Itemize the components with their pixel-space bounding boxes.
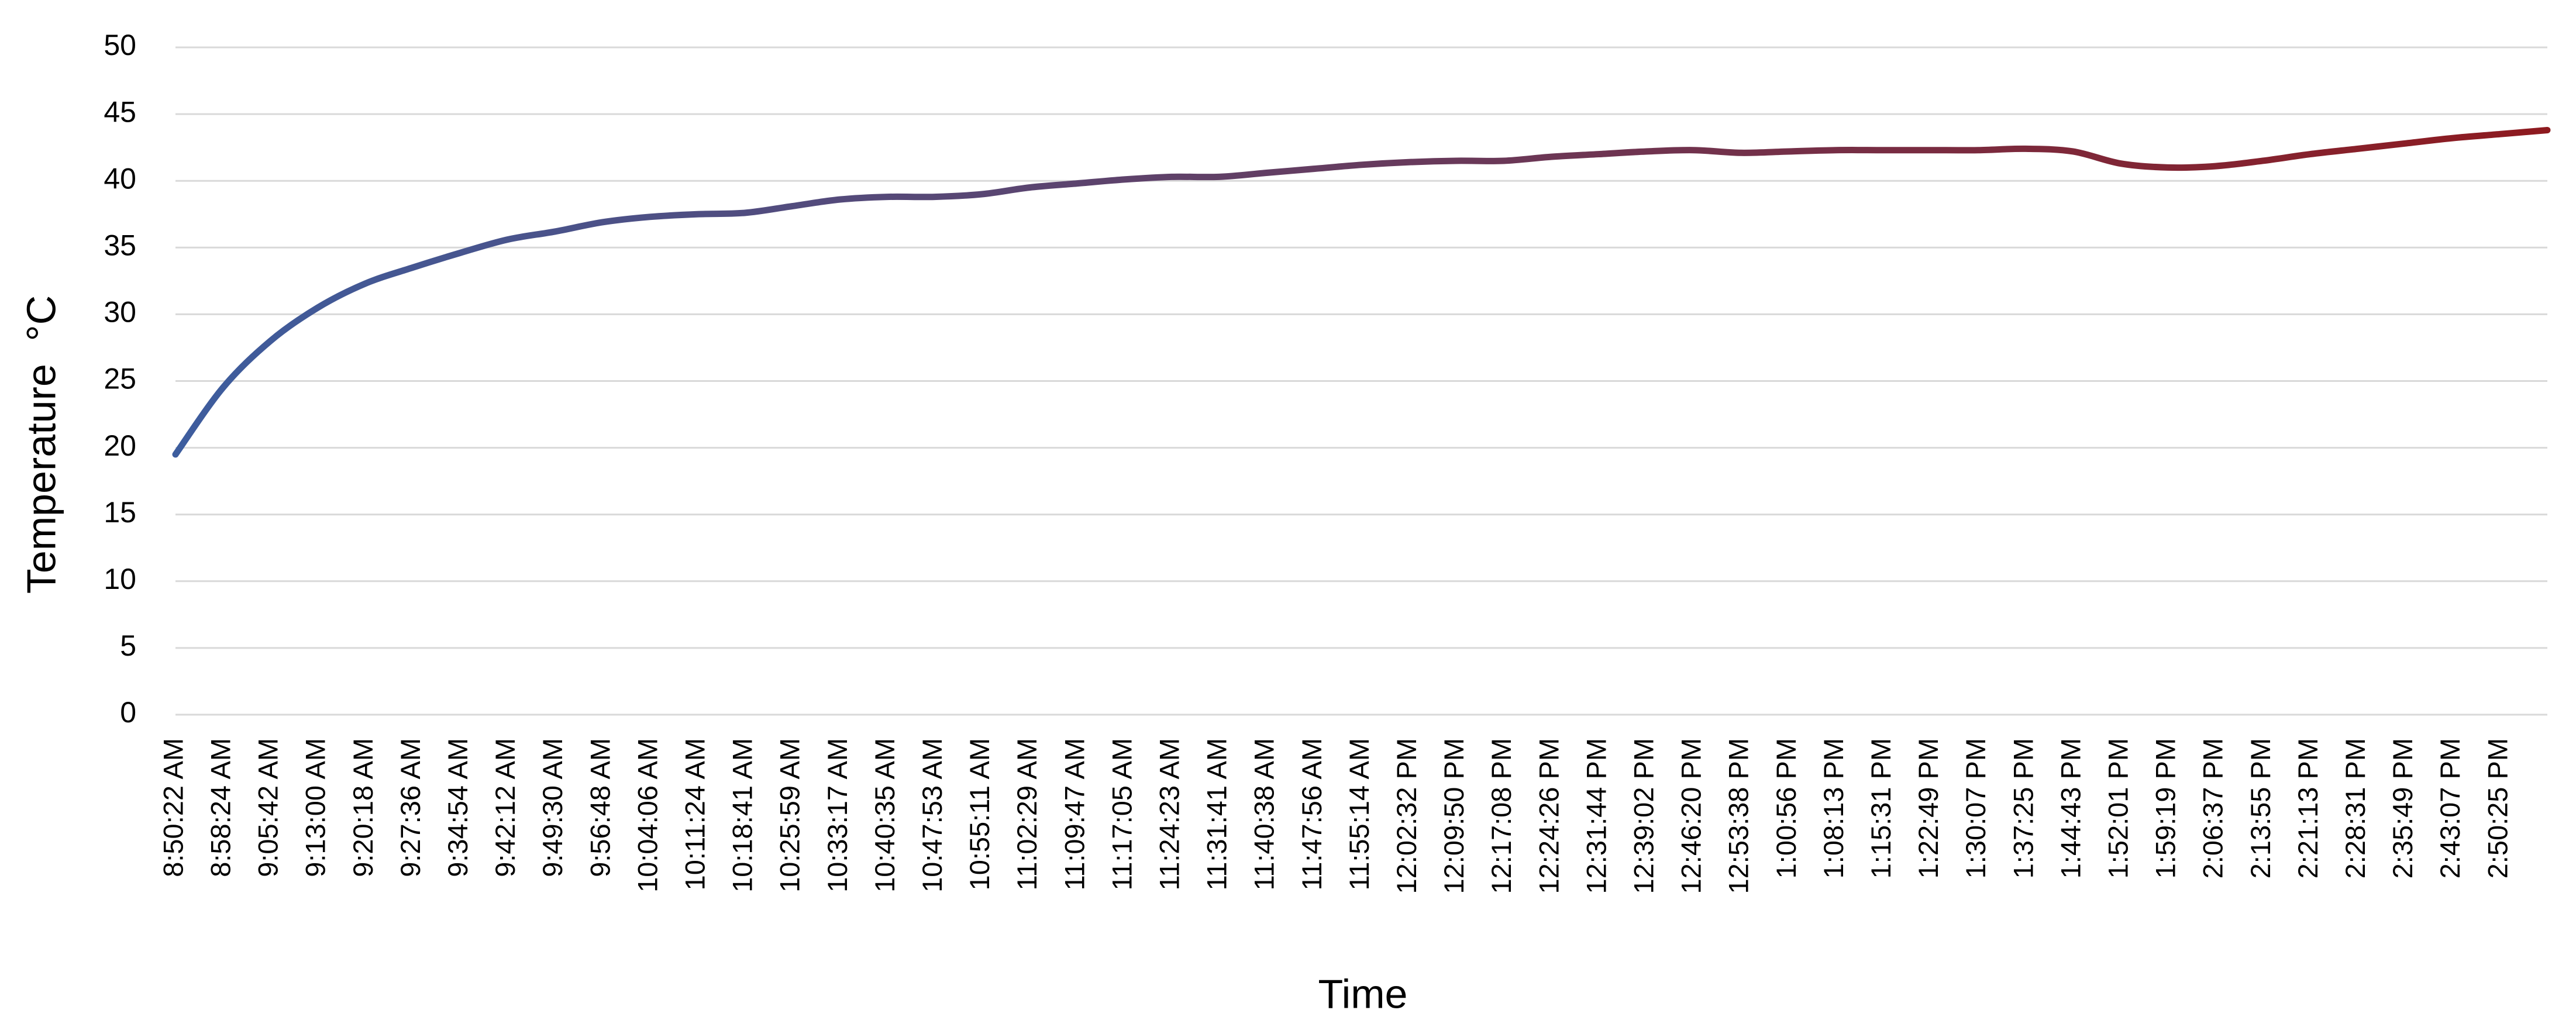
x-tick-label: 9:20:18 AM [347, 738, 378, 877]
x-tick-label: 9:27:36 AM [395, 738, 426, 877]
x-tick-label: 11:55:14 AM [1344, 738, 1375, 890]
x-tick-label: 1:52:01 PM [2103, 738, 2134, 878]
x-tick-label: 12:39:02 PM [1628, 738, 1659, 894]
x-tick-label: 2:06:37 PM [2198, 738, 2229, 878]
y-tick-label: 10 [104, 563, 136, 595]
x-tick-label: 2:28:31 PM [2340, 738, 2371, 878]
x-tick-label: 1:44:43 PM [2055, 738, 2086, 878]
x-tick-label: 10:33:17 AM [822, 738, 853, 892]
x-tick-label: 10:25:59 AM [774, 738, 805, 892]
x-tick-label: 2:43:07 PM [2434, 738, 2465, 878]
y-axis-title: Temperature °C [18, 295, 64, 594]
x-tick-label: 8:50:22 AM [157, 738, 188, 877]
x-tick-label: 1:08:13 PM [1818, 738, 1849, 878]
x-tick-label: 12:53:38 PM [1723, 738, 1754, 894]
y-tick-label: 25 [104, 363, 136, 395]
x-tick-label: 9:13:00 AM [300, 738, 331, 877]
x-tick-label: 12:46:20 PM [1676, 738, 1707, 894]
x-tick-label: 11:24:23 AM [1154, 738, 1185, 890]
y-tick-label: 20 [104, 429, 136, 462]
y-tick-label: 40 [104, 162, 136, 195]
x-tick-label: 12:24:26 PM [1533, 738, 1564, 894]
x-tick-label: 9:49:30 AM [537, 738, 568, 877]
y-tick-label: 30 [104, 296, 136, 329]
y-tick-label: 0 [120, 696, 136, 729]
x-tick-label: 10:04:06 AM [632, 738, 663, 892]
x-tick-label: 10:55:11 AM [964, 738, 995, 890]
y-tick-label: 50 [104, 29, 136, 61]
x-tick-label: 1:15:31 PM [1865, 738, 1896, 878]
x-tick-label: 1:59:19 PM [2150, 738, 2181, 878]
x-tick-label: 8:58:24 AM [205, 738, 236, 877]
x-tick-label: 11:40:38 AM [1249, 738, 1280, 890]
x-tick-label: 11:17:05 AM [1106, 738, 1137, 890]
x-tick-label: 1:00:56 PM [1771, 738, 1802, 878]
x-tick-label: 12:09:50 PM [1438, 738, 1469, 894]
y-tick-label: 45 [104, 95, 136, 128]
x-tick-label: 1:37:25 PM [2007, 738, 2038, 878]
x-tick-label: 10:40:35 AM [869, 738, 900, 892]
x-tick-label: 10:47:53 AM [917, 738, 948, 892]
x-tick-label: 2:13:55 PM [2245, 738, 2276, 878]
x-tick-label: 2:35:49 PM [2387, 738, 2418, 878]
x-tick-label: 9:05:42 AM [253, 738, 284, 877]
x-tick-label: 11:02:29 AM [1011, 738, 1042, 890]
temperature-line [172, 126, 2551, 458]
x-tick-label: 2:50:25 PM [2482, 738, 2513, 878]
x-tick-label: 9:56:48 AM [584, 738, 615, 877]
y-tick-label: 15 [104, 496, 136, 529]
x-tick-label: 11:09:47 AM [1059, 738, 1090, 890]
y-tick-label: 35 [104, 229, 136, 262]
x-tick-label: 1:22:49 PM [1913, 738, 1944, 878]
x-tick-label: 10:11:24 AM [680, 738, 711, 890]
x-tick-label: 12:02:32 PM [1391, 738, 1422, 894]
y-tick-label: 5 [120, 629, 136, 662]
x-tick-label: 2:21:13 PM [2292, 738, 2323, 878]
x-tick-label: 9:34:54 AM [442, 738, 473, 877]
x-tick-label: 11:31:41 AM [1201, 738, 1232, 890]
x-tick-label: 11:47:56 AM [1296, 738, 1327, 890]
x-tick-label: 12:31:44 PM [1580, 738, 1611, 894]
x-axis-title: Time [1318, 971, 1408, 1016]
x-tick-label: 9:42:12 AM [490, 738, 521, 877]
x-tick-label: 12:17:08 PM [1486, 738, 1517, 894]
x-tick-label: 10:18:41 AM [727, 738, 758, 892]
x-tick-label: 1:30:07 PM [1960, 738, 1991, 878]
